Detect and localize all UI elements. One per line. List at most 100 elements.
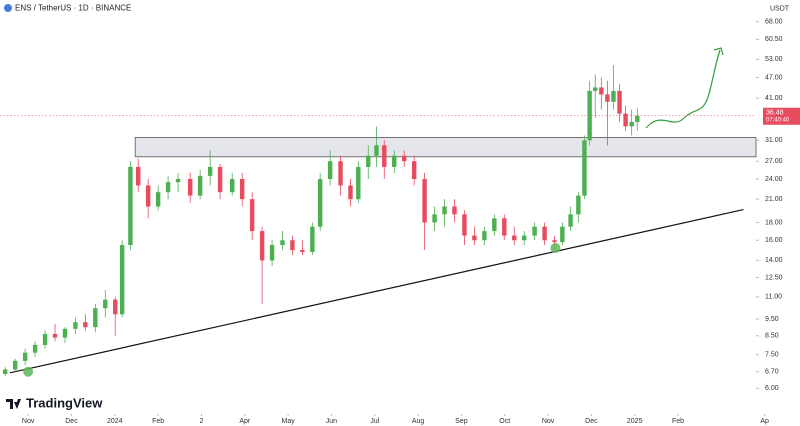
candle-body [310, 226, 315, 253]
y-tick-label: 60.50 [765, 36, 783, 43]
candle-body [576, 195, 581, 215]
candle-body [269, 245, 275, 261]
candle-body [300, 249, 305, 253]
countdown-label: 07:40:40 [766, 117, 790, 123]
currency-label: USDT [770, 5, 790, 12]
candle-body [635, 115, 640, 123]
y-tick-label: 31.00 [765, 137, 783, 144]
candle-body [593, 87, 598, 91]
x-tick-label: Feb [152, 418, 164, 425]
y-tick-label: 27.00 [765, 158, 783, 165]
candle-body [62, 328, 68, 338]
candle-body [230, 178, 235, 193]
candle-body [119, 245, 125, 315]
projection-arrowhead [713, 47, 724, 56]
y-tick-label: 53.00 [765, 56, 783, 63]
x-tick-label: Dec [585, 418, 598, 425]
x-tick-label: Dec [65, 418, 78, 425]
price-label-box [763, 107, 800, 125]
x-tick-label: Jun [326, 418, 337, 425]
candle-body [582, 140, 587, 196]
candle-body [611, 90, 616, 102]
candle-body [348, 185, 353, 200]
candle-body [197, 175, 203, 196]
x-tick-label: 2 [200, 418, 204, 425]
y-tick-label: 24.00 [765, 176, 783, 183]
candle-body [411, 161, 417, 179]
candle-body [217, 166, 223, 193]
candle-body [462, 214, 467, 236]
y-tick-label: 6.70 [765, 369, 779, 376]
candle-body [402, 155, 407, 162]
y-tick-label: 9.50 [765, 316, 779, 323]
candle-body [605, 94, 610, 102]
candle-body [623, 113, 628, 127]
x-tick-label: May [281, 418, 295, 425]
candle-body [165, 182, 171, 193]
candle-body [73, 322, 78, 329]
candle-body [382, 145, 387, 167]
symbol-title[interactable]: ENS / TetherUS · 1D · BINANCE [15, 4, 131, 13]
candle-body [113, 299, 118, 315]
x-tick-label: 2025 [627, 418, 643, 425]
candle-body [93, 308, 98, 328]
candle-body [617, 90, 622, 114]
candle-body [103, 299, 108, 309]
candle-body [128, 166, 133, 246]
candle-body [422, 178, 427, 223]
x-tick-label: 2024 [107, 418, 123, 425]
x-tick-label: Apr [239, 418, 251, 425]
x-tick-label: Feb [672, 418, 684, 425]
y-tick-label: 41.00 [765, 95, 783, 102]
candle-body [492, 218, 497, 232]
candle-body [83, 322, 88, 328]
candle-body [145, 185, 151, 207]
projection-arrow [645, 49, 721, 129]
candle-body [374, 145, 379, 156]
y-tick-label: 6.00 [765, 385, 779, 392]
trend-line [9, 208, 744, 374]
x-tick-label: Jul [370, 418, 379, 425]
y-tick-label: 7.50 [765, 352, 779, 359]
y-tick-label: 11.00 [765, 294, 782, 301]
candle-body [568, 214, 573, 227]
candle-body [366, 155, 371, 167]
candle-body [560, 226, 565, 243]
candle-body [532, 226, 537, 236]
candle-body [2, 369, 8, 374]
x-tick-label: Nov [22, 418, 35, 425]
candle-body [280, 240, 285, 246]
touch-point [23, 366, 34, 377]
y-tick-label: 8.50 [765, 333, 779, 340]
candle-body [552, 240, 557, 243]
resistance-zone [134, 137, 757, 158]
brand-logo [6, 399, 21, 409]
candle-body [155, 192, 161, 207]
brand-name: TradingView [26, 395, 103, 410]
y-tick-label: 68.00 [765, 19, 783, 26]
candle-body [32, 344, 38, 353]
price-label: 36.48 [766, 110, 784, 117]
candle-body [42, 334, 48, 345]
candle-body [587, 90, 592, 141]
x-tick-label: Sep [455, 418, 468, 425]
candle-body [175, 178, 181, 183]
x-tick-label: Aug [412, 418, 425, 425]
y-tick-label: 18.00 [765, 219, 783, 226]
candle-body [290, 240, 295, 250]
candle-body [599, 87, 604, 95]
candle-body [338, 161, 343, 186]
candle-body [392, 155, 397, 167]
y-tick-label: 14.00 [765, 257, 783, 264]
candle-body [22, 352, 28, 361]
candle-body [502, 218, 507, 236]
symbol-icon [4, 4, 12, 12]
y-tick-label: 12.50 [765, 274, 783, 281]
candle-body [52, 334, 58, 338]
candle-body [136, 166, 141, 186]
y-tick-label: 47.00 [765, 74, 783, 81]
candle-body [207, 166, 213, 176]
x-tick-label: Ap [760, 418, 769, 425]
